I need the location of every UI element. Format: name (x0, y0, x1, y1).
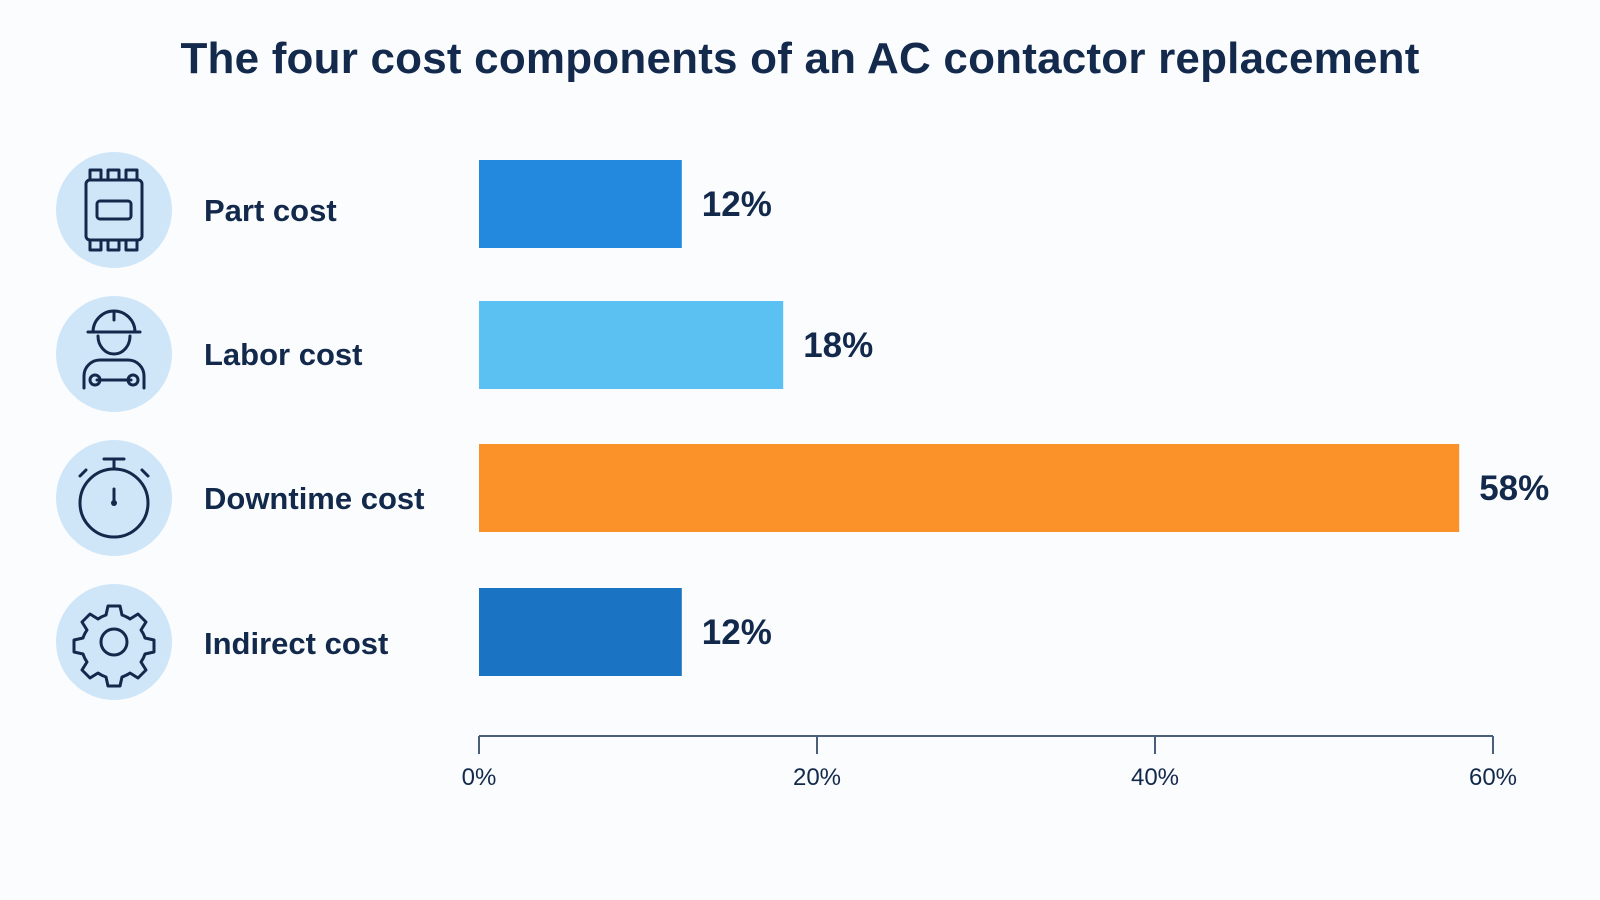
chart-title: The four cost components of an AC contac… (180, 34, 1420, 83)
x-tick-label-60: 60% (1469, 764, 1517, 791)
stopwatch-icon (56, 440, 172, 556)
x-tick-label-0: 0% (462, 764, 497, 791)
bar-downtime-cost (479, 444, 1460, 532)
bar-labor-cost (479, 301, 784, 389)
value-label-labor-cost: 18% (803, 326, 873, 365)
contactor-icon (56, 152, 172, 268)
gear-icon (56, 584, 172, 700)
bar-indirect-cost (479, 588, 682, 676)
category-label-labor-cost: Labor cost (204, 337, 362, 372)
value-label-downtime-cost: 58% (1479, 469, 1549, 508)
value-label-part-cost: 12% (702, 185, 772, 224)
category-label-downtime-cost: Downtime cost (204, 481, 424, 516)
worker-icon (56, 296, 172, 412)
bar-part-cost (479, 160, 682, 248)
category-label-indirect-cost: Indirect cost (204, 626, 388, 661)
category-label-part-cost: Part cost (204, 193, 337, 228)
x-tick-label-20: 20% (793, 764, 841, 791)
value-label-indirect-cost: 12% (702, 613, 772, 652)
x-tick-label-40: 40% (1131, 764, 1179, 791)
